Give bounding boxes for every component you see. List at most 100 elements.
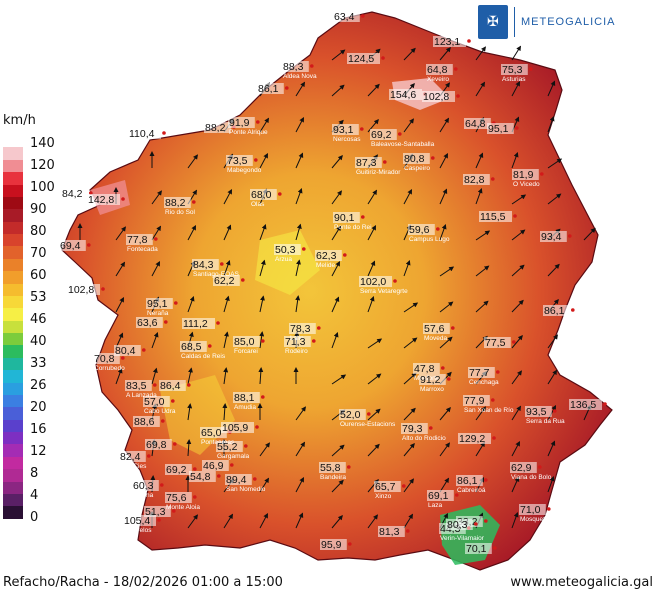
wind-arrow [186, 439, 192, 457]
station-label: 111,2 [182, 318, 220, 330]
station-label-bg [465, 543, 492, 554]
wind-arrow [511, 440, 520, 457]
station-name: Moveda [424, 335, 448, 342]
legend-swatch [3, 394, 23, 408]
wind-arrow [547, 193, 562, 205]
station-gust-value: 78,3 [290, 323, 311, 335]
wind-arrow [511, 80, 520, 97]
wind-arrow [547, 158, 563, 169]
station-gust-value: 129,2 [459, 433, 485, 445]
station-marker [456, 94, 460, 98]
station-name: Mosquete [520, 516, 549, 523]
station-gust-value: 62,3 [316, 250, 337, 262]
station-label-bg [370, 129, 397, 140]
station-name: Aldea Nova [283, 73, 317, 80]
station-marker [217, 474, 221, 478]
wind-arrow [331, 444, 345, 457]
station-label-bg [289, 323, 316, 334]
station-gust-value: 69,1 [428, 490, 449, 502]
wind-arrow [475, 265, 490, 277]
station-marker [310, 64, 314, 68]
legend-tick-label: 4 [30, 488, 39, 503]
wind-arrow [439, 46, 451, 61]
wind-arrow [151, 367, 158, 385]
galicia-shield-icon: ✠ [478, 5, 508, 39]
station-label-bg [463, 395, 490, 406]
wind-arrow [439, 301, 454, 313]
station-marker [491, 398, 495, 402]
wind-arrow [187, 367, 193, 385]
station-marker [553, 409, 557, 413]
station-marker [244, 444, 248, 448]
station-marker [153, 383, 157, 387]
station-gust-value: 80,8 [404, 153, 425, 165]
station-marker [492, 436, 496, 440]
station-gust-value: 73,5 [227, 155, 248, 167]
station-gust-value: 95,1 [147, 298, 168, 310]
wind-arrow [151, 225, 162, 241]
station-gust-value: 57,6 [424, 323, 445, 335]
station-marker [193, 495, 197, 499]
station-gust-value: 69,4 [60, 240, 81, 252]
station-gust-value: 102,0 [360, 276, 386, 288]
station-label: 62,2 [213, 275, 245, 287]
wind-arrow [403, 372, 417, 385]
legend-swatch [3, 295, 23, 309]
station-gust-value: 71,0 [520, 504, 541, 516]
station-gust-value: 89,4 [226, 474, 247, 486]
wind-arrow [367, 296, 375, 313]
legend-tick-label: 140 [30, 136, 55, 151]
wind-arrow [547, 334, 558, 349]
station-gust-value: 136,5 [570, 399, 596, 411]
station-label-bg [257, 83, 284, 94]
station-gust-value: 55,2 [217, 441, 238, 453]
station-name: A Lanzada [126, 392, 157, 399]
station-marker [254, 158, 258, 162]
wind-arrow [439, 224, 447, 241]
wind-arrow [511, 194, 527, 205]
station-marker [101, 287, 105, 291]
station-label: 136,5 [569, 399, 607, 411]
station-label-bg [136, 317, 163, 328]
footer-period: Refacho/Racha - 18/02/2026 01:00 a 15:00 [3, 575, 283, 590]
wind-arrow [367, 338, 383, 349]
legend-swatch [3, 493, 23, 507]
wind-arrow [547, 116, 555, 133]
station-gust-value: 105,4 [124, 515, 150, 527]
wind-arrow [295, 223, 302, 241]
wind-arrow [259, 442, 270, 457]
wind-arrow [403, 407, 416, 421]
station-label-bg [128, 128, 161, 139]
station-marker [255, 120, 260, 124]
station-label-bg [182, 318, 215, 329]
station-marker [187, 383, 191, 387]
wind-arrow [115, 226, 126, 241]
wind-arrow [511, 264, 525, 277]
station-label-bg [159, 380, 186, 391]
station-marker [173, 442, 177, 446]
wind-arrow [511, 370, 522, 385]
station-name: Bandeira [320, 474, 346, 481]
station-label: 115,5 [479, 211, 517, 223]
station-label-bg [484, 337, 511, 348]
station-label-bg [468, 367, 495, 378]
station-label-bg [333, 212, 360, 223]
legend-tick-label: 33 [30, 356, 47, 371]
legend-swatch [3, 147, 23, 160]
wind-arrow [475, 230, 491, 241]
station-name: Castrelos [124, 527, 152, 534]
wind-arrow [222, 403, 228, 421]
station-gust-value: 68,5 [181, 341, 202, 353]
station-label: 63,6 [136, 317, 168, 329]
station-gust-value: 75,3 [502, 64, 523, 76]
legend-swatch [3, 357, 23, 371]
station-gust-value: 50,3 [275, 244, 296, 256]
station-marker [538, 465, 542, 469]
